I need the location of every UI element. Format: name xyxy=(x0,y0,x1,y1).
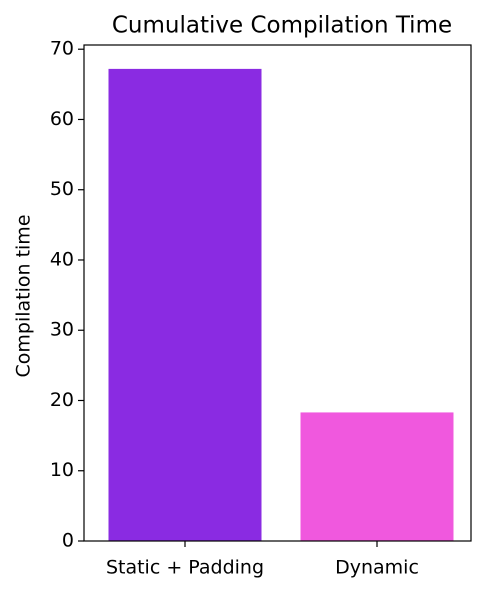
y-tick-label: 50 xyxy=(50,178,74,200)
y-tick-label: 60 xyxy=(50,108,74,130)
y-tick-label: 30 xyxy=(50,319,74,341)
bar xyxy=(108,68,262,541)
y-axis-label: Compilation time xyxy=(13,214,35,377)
y-tick-label: 70 xyxy=(50,38,74,60)
bar xyxy=(300,412,454,541)
plot-frame xyxy=(83,44,472,542)
x-tick-label: Dynamic xyxy=(335,557,419,579)
y-tick-label: 20 xyxy=(50,389,74,411)
x-tick-label: Static + Padding xyxy=(106,557,264,579)
y-tick-label: 0 xyxy=(62,530,74,552)
y-tick-label: 40 xyxy=(50,248,74,270)
chart-title: Cumulative Compilation Time xyxy=(112,13,452,39)
y-tick-label: 10 xyxy=(50,459,74,481)
